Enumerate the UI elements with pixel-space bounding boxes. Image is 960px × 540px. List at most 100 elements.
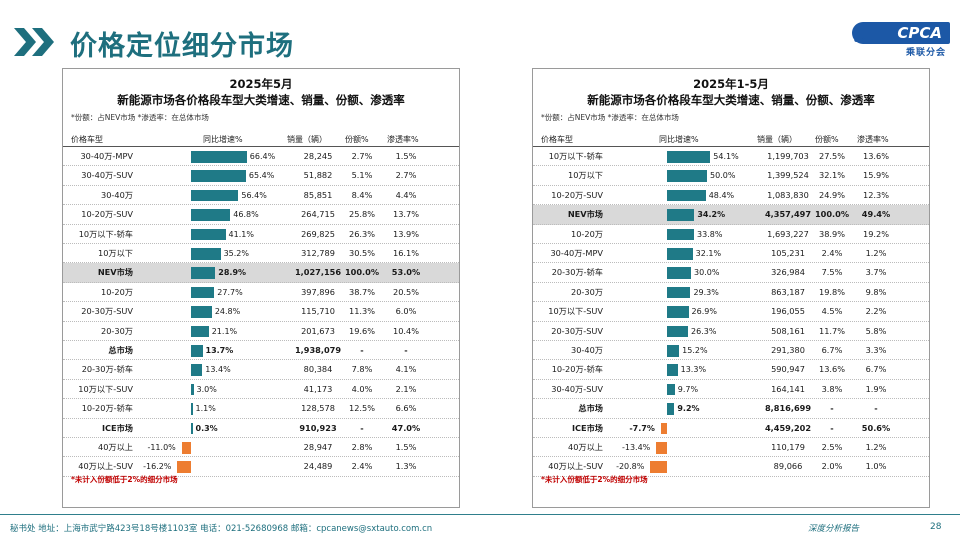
- table-row: 10万以下-轿车 54.1% 1,199,703 27.5% 13.6%: [533, 147, 929, 167]
- panel-title-period: 2025年5月: [229, 77, 293, 91]
- table-row: 10-20万-SUV 48.4% 1,083,830 24.9% 12.3%: [533, 186, 929, 206]
- table-row: 40万以上 -13.4% 110,179 2.5% 1.2%: [533, 438, 929, 458]
- panel-title-period: 2025年1-5月: [693, 77, 769, 91]
- growth-bar: [191, 209, 231, 221]
- table-row: 30-40万-SUV 9.7% 164,141 3.8% 1.9%: [533, 380, 929, 400]
- segment-name: 10-20万: [571, 228, 603, 239]
- penetration-value: 3.7%: [865, 267, 887, 278]
- sales-value: 115,710: [301, 306, 335, 317]
- growth-label: -20.8%: [616, 462, 645, 472]
- growth-label: 26.3%: [691, 326, 717, 336]
- segment-name: NEV市场: [567, 209, 603, 220]
- growth-bar: [667, 189, 706, 202]
- penetration-value: 1.9%: [865, 383, 887, 394]
- panel-note: *份额：占NEV市场 *渗透率：在总体市场: [541, 113, 679, 122]
- growth-label: 33.8%: [697, 229, 723, 239]
- segment-name: 10万以下: [98, 248, 133, 258]
- table-panel-may: 2025年5月 新能源市场各价格段车型大类增速、销量、份额、渗透率 *份额：占N…: [62, 68, 460, 508]
- segment-name: 40万以上: [568, 442, 603, 452]
- growth-label: 48.4%: [708, 190, 735, 200]
- sales-value: 41,173: [303, 383, 333, 394]
- double-chevron-icon: [14, 28, 54, 56]
- share-value: 19.6%: [348, 325, 375, 336]
- growth-label: 9.7%: [677, 384, 699, 394]
- panel-note: *份额：占NEV市场 *渗透率：在总体市场: [71, 113, 209, 122]
- growth-bar: [667, 209, 695, 221]
- penetration-value: 3.3%: [865, 345, 887, 355]
- sales-value: 110,179: [771, 442, 805, 452]
- penetration-value: 53.0%: [391, 267, 421, 278]
- growth-label: -11.0%: [147, 443, 176, 452]
- penetration-value: 20.5%: [392, 286, 419, 297]
- growth-label: 65.4%: [248, 171, 275, 181]
- growth-bar: [181, 442, 191, 454]
- table-row: 10-20万 33.8% 1,693,227 38.9% 19.2%: [533, 225, 929, 244]
- sales-value: 51,882: [303, 170, 333, 181]
- growth-label: 24.8%: [214, 307, 241, 317]
- penetration-value: 1.0%: [865, 461, 887, 472]
- growth-bar: [191, 345, 203, 357]
- sales-value: 89,066: [773, 461, 803, 472]
- sales-value: 8,816,699: [764, 403, 812, 414]
- table-row: 20-30万 29.3% 863,187 19.8% 9.8%: [533, 283, 929, 303]
- sales-value: 4,459,202: [764, 422, 812, 433]
- growth-label: 13.7%: [205, 346, 234, 355]
- penetration-value: 4.1%: [395, 364, 417, 375]
- penetration-value: 1.3%: [395, 461, 417, 472]
- sales-value: 508,161: [771, 325, 805, 336]
- table-row: 40万以上-SUV -20.8% 89,066 2.0% 1.0%: [533, 457, 929, 477]
- share-value: 11.3%: [348, 306, 375, 317]
- panel-footnote: *未计入份额低于2%的细分市场: [541, 475, 648, 484]
- penetration-value: 2.2%: [865, 306, 887, 317]
- table-row: NEV市场 28.9% 1,027,156 100.0% 53.0%: [63, 263, 459, 283]
- sales-value: 201,673: [301, 325, 335, 336]
- sales-value: 1,199,703: [767, 151, 809, 161]
- segment-name: 10万以下-轿车: [78, 228, 133, 239]
- segment-name: 30-40万: [571, 345, 603, 355]
- growth-label: 15.2%: [682, 346, 708, 355]
- penetration-value: 15.9%: [862, 170, 889, 181]
- segment-name: 20-30万-轿车: [551, 267, 603, 278]
- table-row: 10万以下 35.2% 312,789 30.5% 16.1%: [63, 244, 459, 264]
- growth-label: 1.1%: [195, 404, 216, 414]
- table-row: 10万以下 50.0% 1,399,524 32.1% 15.9%: [533, 166, 929, 186]
- sales-value: 312,789: [301, 248, 335, 258]
- segment-name: 20-30万: [571, 286, 603, 297]
- footer-divider: [0, 514, 960, 515]
- growth-label: -7.7%: [629, 423, 655, 433]
- growth-bar: [177, 461, 191, 473]
- segment-name: 20-30万: [101, 325, 133, 336]
- sales-value: 1,399,524: [767, 170, 809, 181]
- table-row: 10-20万-SUV 46.8% 264,715 25.8% 13.7%: [63, 205, 459, 225]
- share-value: 38.9%: [818, 228, 845, 239]
- growth-bar: [667, 267, 691, 279]
- segment-name: NEV市场: [97, 267, 133, 278]
- share-value: 7.8%: [351, 364, 373, 375]
- col-header-sales: 销量（辆）: [287, 135, 327, 144]
- segment-name: 10万以下: [568, 170, 603, 181]
- share-value: 13.6%: [818, 364, 845, 375]
- table-row: 20-30万-轿车 13.4% 80,384 7.8% 4.1%: [63, 360, 459, 380]
- penetration-value: 10.4%: [392, 325, 419, 336]
- share-value: 8.4%: [351, 189, 373, 200]
- share-value: 2.0%: [821, 461, 843, 472]
- table-header: 价格车型 同比增速% 销量（辆） 份额% 渗透率%: [533, 133, 929, 147]
- segment-name: ICE市场: [571, 422, 603, 433]
- col-header-penetration: 渗透率%: [387, 135, 419, 144]
- growth-label: 46.8%: [233, 210, 259, 220]
- sales-value: 1,693,227: [767, 228, 809, 239]
- sales-value: 105,231: [771, 248, 805, 258]
- growth-bar: [667, 151, 711, 163]
- growth-bar: [191, 422, 193, 435]
- penetration-value: 1.5%: [395, 151, 417, 161]
- table-row: 10万以下-SUV 26.9% 196,055 4.5% 2.2%: [533, 302, 929, 322]
- sales-value: 397,896: [301, 286, 335, 297]
- growth-bar: [191, 306, 212, 318]
- sales-value: 590,947: [771, 364, 805, 375]
- segment-name: 40万以上-SUV: [548, 461, 603, 472]
- growth-bar: [191, 364, 203, 376]
- segment-name: 总市场: [578, 403, 603, 414]
- share-value: 3.8%: [821, 383, 843, 394]
- growth-bar: [667, 403, 675, 415]
- col-header-share: 份额%: [815, 135, 839, 144]
